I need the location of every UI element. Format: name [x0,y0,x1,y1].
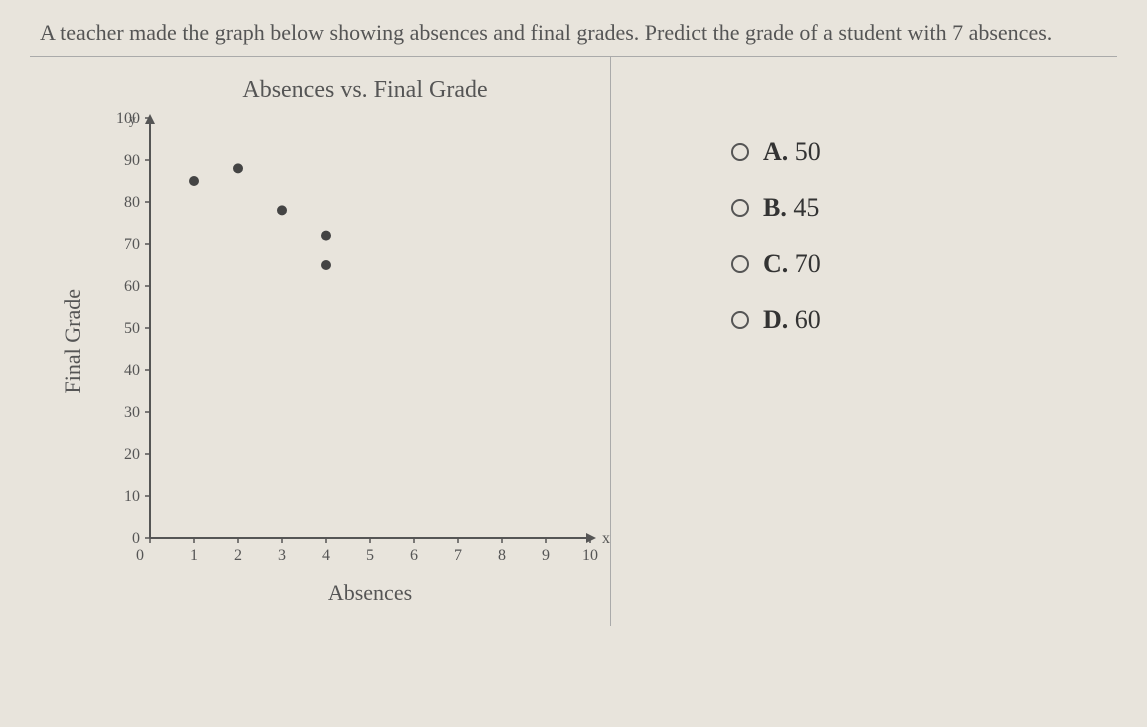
svg-text:x: x [602,530,610,547]
svg-text:20: 20 [124,446,140,463]
y-axis-label: Final Grade [60,289,86,393]
svg-text:9: 9 [542,547,550,564]
svg-text:8: 8 [498,547,506,564]
answer-text: B. 45 [763,193,819,223]
svg-text:10: 10 [124,488,140,505]
svg-text:10: 10 [582,547,598,564]
answer-options-list: A. 50 B. 45 C. 70 D. 60 [731,137,1077,335]
svg-text:3: 3 [278,547,286,564]
chart-wrap: Final Grade yx01020304050607080901000123… [60,104,610,578]
content-row: Absences vs. Final Grade Final Grade yx0… [30,56,1117,626]
radio-icon[interactable] [731,143,749,161]
radio-icon[interactable] [731,199,749,217]
answer-text: C. 70 [763,249,821,279]
svg-text:50: 50 [124,320,140,337]
svg-text:60: 60 [124,278,140,295]
svg-text:0: 0 [132,530,140,547]
svg-text:70: 70 [124,236,140,253]
answer-option-a[interactable]: A. 50 [731,137,1077,167]
question-text: A teacher made the graph below showing a… [30,20,1117,46]
chart-cell: Absences vs. Final Grade Final Grade yx0… [30,57,611,626]
svg-text:0: 0 [136,547,144,564]
radio-icon[interactable] [731,311,749,329]
svg-text:7: 7 [454,547,462,564]
svg-text:30: 30 [124,404,140,421]
svg-text:5: 5 [366,547,374,564]
answer-text: A. 50 [763,137,821,167]
x-axis-label: Absences [130,580,610,606]
svg-text:2: 2 [234,547,242,564]
answer-option-b[interactable]: B. 45 [731,193,1077,223]
worksheet-page: A teacher made the graph below showing a… [0,0,1147,727]
svg-text:6: 6 [410,547,418,564]
answer-option-d[interactable]: D. 60 [731,305,1077,335]
answers-cell: A. 50 B. 45 C. 70 D. 60 [611,57,1117,626]
chart-title: Absences vs. Final Grade [120,77,610,104]
svg-text:100: 100 [116,110,140,127]
svg-text:90: 90 [124,152,140,169]
svg-text:40: 40 [124,362,140,379]
svg-text:80: 80 [124,194,140,211]
answer-text: D. 60 [763,305,821,335]
answer-option-c[interactable]: C. 70 [731,249,1077,279]
radio-icon[interactable] [731,255,749,273]
scatter-plot: yx0102030405060708090100012345678910 [94,104,610,578]
svg-text:1: 1 [190,547,198,564]
svg-text:4: 4 [322,547,330,564]
